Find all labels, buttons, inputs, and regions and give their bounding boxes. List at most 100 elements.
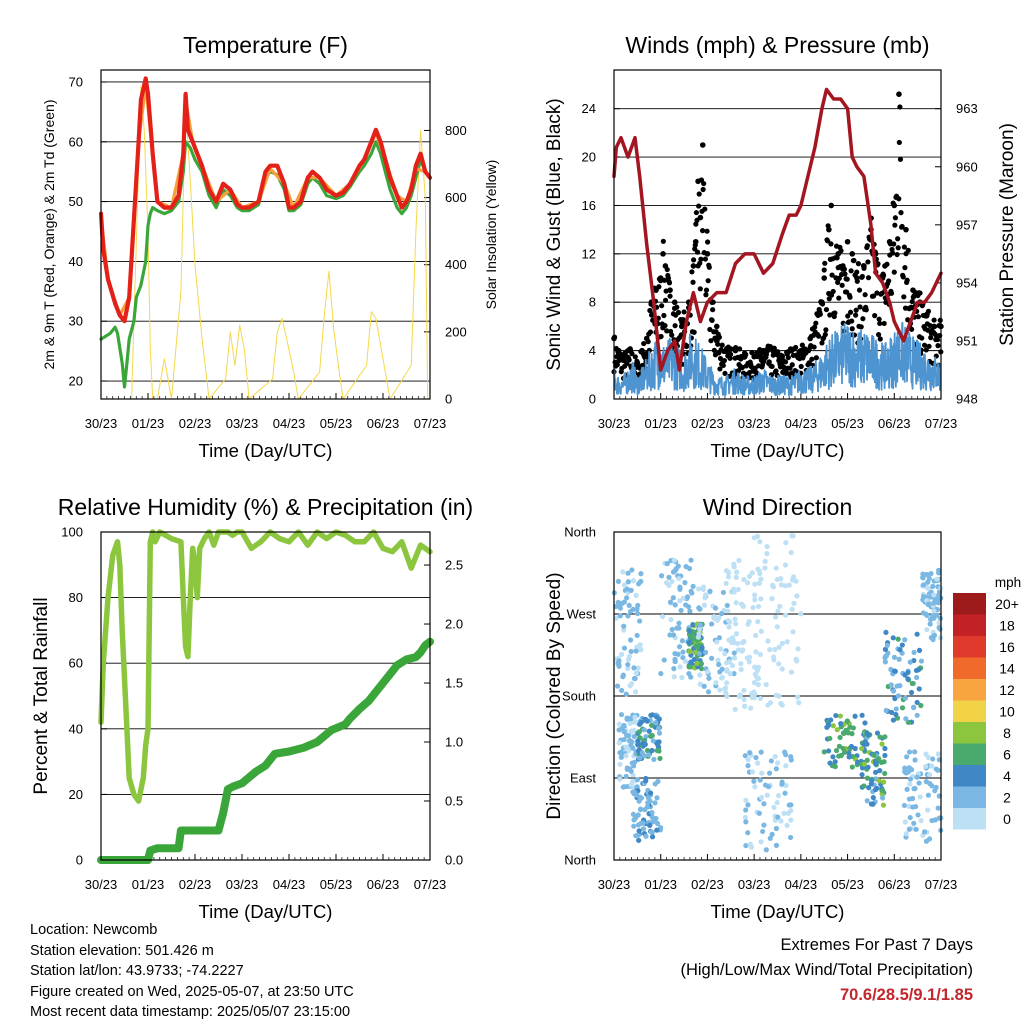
y-tick-label: 20 [69,787,83,802]
gust-point [760,347,767,354]
direction-point [690,583,696,589]
direction-point [915,812,921,818]
series-total-rainfall [97,637,434,864]
direction-point [916,647,923,653]
direction-point [643,833,649,839]
direction-point [680,654,686,661]
direction-point [637,794,643,800]
direction-point [906,765,912,771]
direction-point [654,747,660,754]
direction-point [751,778,757,784]
gust-point [717,355,724,362]
direction-point [654,820,661,827]
direction-point [934,612,940,618]
gust-point [886,278,892,284]
gust-point [727,351,734,358]
direction-point [712,605,719,611]
gust-point [902,265,908,271]
direction-point [752,581,758,587]
direction-point [752,597,758,603]
gust-point [684,343,690,349]
direction-point [640,820,646,826]
direction-point [637,642,643,648]
direction-point [795,646,801,652]
direction-point [671,557,677,563]
direction-point [758,749,764,755]
direction-point [625,570,631,576]
extremes-subtitle: (High/Low/Max Wind/Total Precipitation) [680,961,973,979]
direction-point [864,798,870,804]
y-tick-label: West [567,607,597,622]
direction-point [769,831,775,837]
gust-point [895,236,901,242]
direction-point [926,602,932,608]
gust-point [937,317,943,323]
series-2m-td [99,140,432,389]
direction-point [623,753,629,759]
x-tick-label: 07/23 [414,877,447,892]
gust-point [830,288,836,295]
gust-point [788,347,795,354]
direction-point [914,699,920,706]
x-tick-label: 06/23 [878,416,911,431]
gust-point [849,326,855,332]
direction-point [761,822,767,828]
gust-point [694,249,701,255]
gust-point [823,327,829,333]
direction-point [671,674,677,680]
x-tick-label: 03/23 [226,416,259,431]
direction-point [615,599,621,605]
gust-point [615,347,622,354]
direction-point [765,784,772,790]
gust-point [793,344,799,351]
direction-point [676,625,682,631]
direction-point [890,717,897,723]
direction-point [745,757,751,763]
direction-point [826,748,832,754]
direction-point [931,592,937,598]
direction-point [687,628,693,634]
direction-point [849,731,855,737]
direction-point [773,766,779,772]
y-tick-label: 40 [69,721,83,736]
direction-point [698,661,704,667]
gust-point [696,203,702,209]
direction-point [775,814,781,820]
direction-point [782,790,788,796]
gust-point [653,287,659,293]
direction-point [879,741,885,747]
direction-point [616,740,622,746]
gust-point [836,275,842,281]
direction-point [635,832,641,838]
station-elevation: Station elevation: 501.426 m [30,942,214,959]
direction-point [707,588,713,594]
y-tick-label: 70 [69,74,83,89]
direction-point [624,595,630,601]
direction-point [625,579,631,585]
direction-point [896,656,902,662]
direction-point [774,799,780,806]
gust-point [851,257,857,264]
direction-point [648,790,654,796]
gust-point [924,311,930,318]
y-right-tick-label: 1.0 [445,735,463,750]
direction-point [756,568,762,574]
direction-point [697,606,703,612]
gust-point [658,333,664,340]
gust-point [716,334,722,340]
direction-point [779,666,785,672]
direction-point [888,682,894,688]
gust-point [721,357,728,364]
chart-title: Relative Humidity (%) & Precipitation (i… [58,494,473,520]
direction-point [680,595,687,601]
direction-point [768,758,774,764]
direction-point [929,763,935,769]
direction-point [716,615,722,621]
direction-point [752,592,758,598]
direction-point [711,613,717,620]
direction-point [619,687,625,694]
direction-point [788,669,795,675]
direction-point [870,794,876,801]
direction-point [620,784,626,790]
